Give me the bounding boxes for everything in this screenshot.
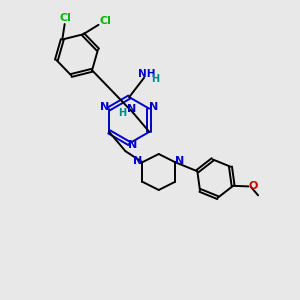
Text: Cl: Cl (60, 13, 72, 22)
Text: N: N (175, 156, 184, 166)
Text: N: N (100, 102, 110, 112)
Text: N: N (128, 140, 137, 150)
Text: H: H (118, 108, 126, 118)
Text: N: N (149, 102, 158, 112)
Text: N: N (133, 156, 142, 166)
Text: N: N (127, 104, 136, 114)
Text: H: H (151, 74, 159, 84)
Text: NH: NH (138, 69, 155, 79)
Text: Cl: Cl (99, 16, 111, 26)
Text: O: O (248, 182, 257, 191)
